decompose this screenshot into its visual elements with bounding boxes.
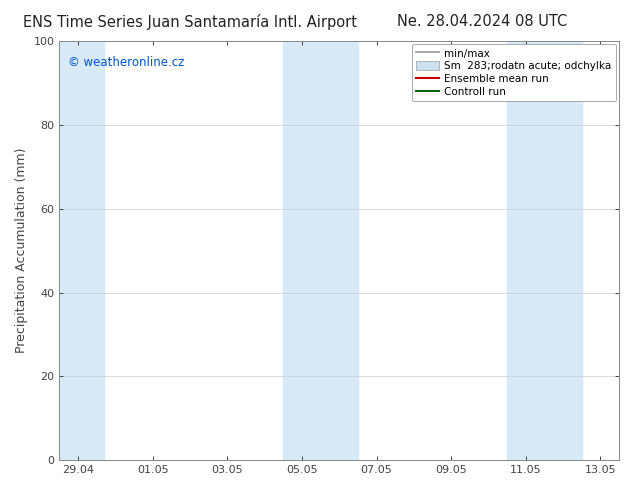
Bar — [283, 41, 321, 460]
Y-axis label: Precipitation Accumulation (mm): Precipitation Accumulation (mm) — [15, 148, 28, 353]
Text: ENS Time Series Juan Santamaría Intl. Airport: ENS Time Series Juan Santamaría Intl. Ai… — [23, 14, 357, 30]
Legend: min/max, Sm  283;rodatn acute; odchylka, Ensemble mean run, Controll run: min/max, Sm 283;rodatn acute; odchylka, … — [412, 44, 616, 101]
Text: © weatheronline.cz: © weatheronline.cz — [68, 56, 184, 69]
Bar — [507, 41, 545, 460]
Text: Ne. 28.04.2024 08 UTC: Ne. 28.04.2024 08 UTC — [397, 14, 567, 29]
Bar — [321, 41, 358, 460]
Bar — [60, 41, 104, 460]
Bar — [545, 41, 581, 460]
